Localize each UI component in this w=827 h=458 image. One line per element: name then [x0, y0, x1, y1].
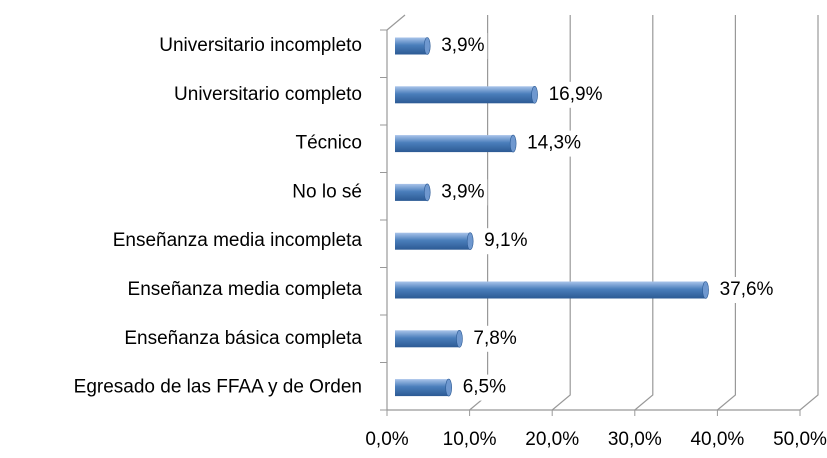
bar-end — [423, 183, 431, 202]
bar — [395, 183, 428, 201]
category-label: Técnico — [295, 133, 362, 154]
bar — [395, 379, 449, 397]
category-label: Enseñanza media incompleta — [113, 230, 363, 251]
x-tick-label: 20,0% — [525, 429, 579, 450]
bar-end — [456, 329, 463, 348]
grid-line — [551, 15, 571, 411]
label-bg — [523, 130, 584, 157]
data-label: 3,9% — [441, 181, 484, 202]
label-bg — [544, 81, 606, 108]
category-label: Universitario completo — [174, 84, 362, 105]
label-bg — [480, 228, 531, 255]
data-label: 37,6% — [720, 279, 774, 300]
grid-line — [717, 15, 736, 411]
category-label: Universitario incompleto — [159, 35, 362, 56]
label-bg — [469, 325, 520, 352]
bar — [395, 86, 535, 104]
category-label: No lo sé — [292, 181, 362, 202]
bar-end — [702, 281, 709, 299]
data-label: 6,5% — [463, 377, 506, 398]
label-bg — [437, 33, 488, 59]
label-bg — [458, 374, 509, 401]
data-label: 7,8% — [473, 328, 516, 349]
category-label: Enseñanza media completa — [128, 279, 363, 300]
data-label: 3,9% — [441, 35, 484, 56]
x-tick-label: 10,0% — [443, 429, 497, 450]
bar-end — [466, 232, 474, 250]
bar — [395, 37, 428, 55]
grid-line — [634, 15, 654, 411]
x-tick-label: 0,0% — [365, 429, 408, 450]
y-axis-back — [386, 14, 406, 31]
bar — [395, 330, 460, 348]
category-label: Enseñanza básica completa — [124, 328, 362, 349]
bar-end — [509, 134, 517, 153]
category-label: Egresado de las FFAA y de Orden — [74, 377, 362, 398]
label-bg — [715, 277, 777, 303]
label-bg — [437, 179, 488, 206]
grid-line — [799, 15, 819, 411]
x-tick-label: 40,0% — [690, 429, 744, 450]
x-tick-label: 30,0% — [608, 429, 662, 450]
bar — [395, 232, 471, 250]
bar-end — [445, 378, 452, 397]
bar-end — [423, 37, 431, 55]
data-label: 16,9% — [549, 84, 603, 105]
x-tick-label: 50,0% — [773, 429, 827, 450]
bar — [395, 281, 706, 299]
bar — [395, 135, 514, 153]
data-label: 14,3% — [527, 133, 581, 154]
data-label: 9,1% — [484, 230, 527, 251]
bar-end — [531, 86, 538, 104]
